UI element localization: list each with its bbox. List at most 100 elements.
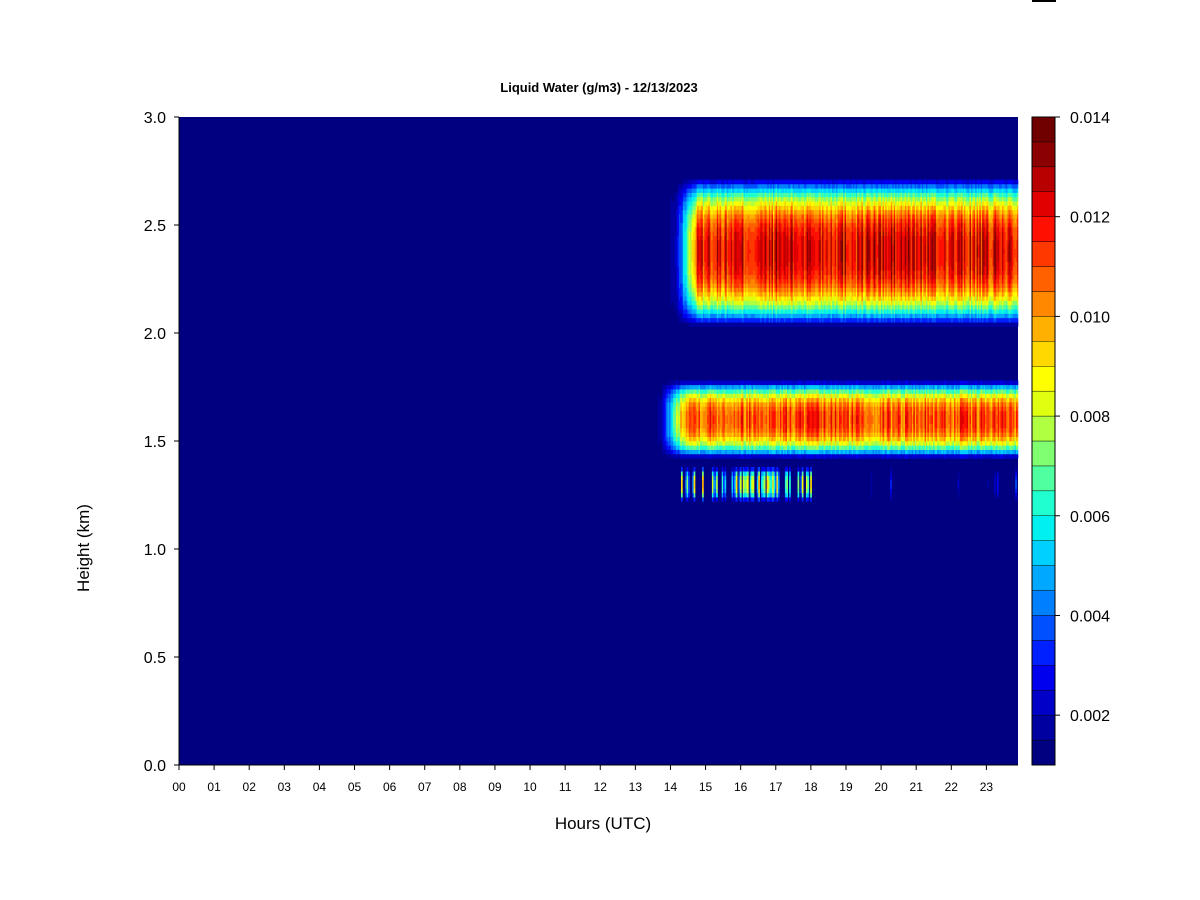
heatmap-cell [864, 248, 866, 254]
heatmap-cell [674, 231, 677, 237]
heatmap-cell [871, 309, 873, 314]
heatmap-cell [749, 179, 751, 185]
heatmap-cell [865, 287, 868, 293]
heatmap-cell [764, 253, 767, 258]
heatmap-cell [827, 205, 830, 211]
heatmap-cell [876, 201, 879, 206]
heatmap-cell [697, 283, 699, 288]
heatmap-cell [868, 231, 871, 237]
heatmap-cell [706, 296, 709, 301]
heatmap-cell [760, 274, 763, 280]
heatmap-cell [810, 235, 813, 241]
heatmap-cell [857, 214, 859, 219]
heatmap-cell [711, 214, 713, 219]
heatmap-cell [813, 192, 816, 198]
heatmap-cell [809, 304, 812, 310]
heatmap-cell [851, 296, 854, 301]
heatmap-cell [869, 183, 872, 189]
heatmap-cell [715, 179, 718, 185]
heatmap-cell [747, 218, 750, 224]
heatmap-cell [782, 196, 785, 202]
heatmap-cell [705, 287, 708, 293]
heatmap-cell [670, 196, 673, 202]
heatmap-cell [868, 300, 871, 306]
heatmap-cell [730, 183, 733, 189]
heatmap-cell [697, 270, 699, 275]
heatmap-cell [796, 205, 799, 211]
heatmap-cell [716, 205, 719, 211]
heatmap-cell [801, 235, 803, 241]
heatmap-cell [844, 261, 847, 267]
heatmap-cell [841, 231, 844, 237]
heatmap-cell [802, 257, 805, 263]
heatmap-cell [746, 261, 748, 267]
heatmap-cell [781, 183, 784, 189]
heatmap-cell [844, 201, 847, 206]
heatmap-cell [827, 179, 830, 185]
heatmap-cell [765, 296, 768, 301]
heatmap-cell [806, 313, 809, 319]
heatmap-cell [730, 179, 733, 185]
heatmap-cell [844, 296, 847, 301]
heatmap-cell [817, 196, 820, 202]
heatmap-cell [838, 214, 841, 219]
heatmap-cell [813, 300, 816, 306]
heatmap-cell [739, 201, 741, 206]
heatmap-cell [680, 231, 682, 237]
heatmap-cell [722, 183, 725, 189]
heatmap-cell [815, 300, 817, 306]
heatmap-cell [751, 283, 754, 288]
heatmap-cell [750, 261, 753, 267]
heatmap-cell [712, 205, 715, 211]
heatmap-cell [803, 296, 806, 301]
heatmap-cell [874, 235, 876, 241]
heatmap-cell [723, 309, 726, 314]
heatmap-cell [685, 231, 688, 237]
heatmap-cell [767, 257, 770, 263]
heatmap-cell [822, 279, 824, 284]
heatmap-cell [774, 257, 777, 263]
heatmap-cell [733, 300, 736, 306]
heatmap-cell [787, 231, 789, 237]
heatmap-cell [744, 183, 747, 189]
heatmap-cell [808, 209, 810, 215]
heatmap-cell [777, 283, 779, 288]
heatmap-cell [819, 309, 822, 314]
heatmap-cell [872, 266, 875, 271]
heatmap-cell [834, 274, 837, 280]
heatmap-cell [751, 291, 754, 297]
heatmap-cell [712, 227, 715, 232]
heatmap-cell [743, 279, 746, 284]
heatmap-cell [812, 201, 814, 206]
heatmap-cell [875, 231, 878, 237]
heatmap-cell [774, 253, 777, 258]
heatmap-cell [822, 296, 824, 301]
heatmap-cell [699, 227, 702, 232]
heatmap-cell [753, 291, 756, 297]
heatmap-cell [833, 218, 836, 224]
heatmap-cell [829, 205, 831, 211]
heatmap-cell [801, 192, 803, 198]
heatmap-cell [742, 205, 744, 211]
heatmap-cell [848, 183, 851, 189]
heatmap-cell [713, 218, 716, 224]
heatmap-cell [792, 196, 795, 202]
heatmap-cell [809, 205, 812, 211]
heatmap-cell [757, 244, 760, 250]
heatmap-cell [830, 244, 833, 250]
heatmap-cell [722, 201, 725, 206]
heatmap-cell [801, 214, 803, 219]
heatmap-cell [798, 283, 800, 288]
heatmap-cell [756, 270, 758, 275]
heatmap-cell [691, 235, 694, 241]
heatmap-cell [740, 248, 743, 254]
heatmap-cell [823, 313, 826, 319]
heatmap-cell [760, 192, 763, 198]
heatmap-cell [768, 317, 771, 323]
heatmap-cell [871, 266, 873, 271]
heatmap-cell [725, 261, 727, 267]
heatmap-cell [704, 231, 706, 237]
heatmap-cell [805, 300, 807, 306]
heatmap-cell [869, 309, 872, 314]
heatmap-cell [758, 261, 761, 267]
